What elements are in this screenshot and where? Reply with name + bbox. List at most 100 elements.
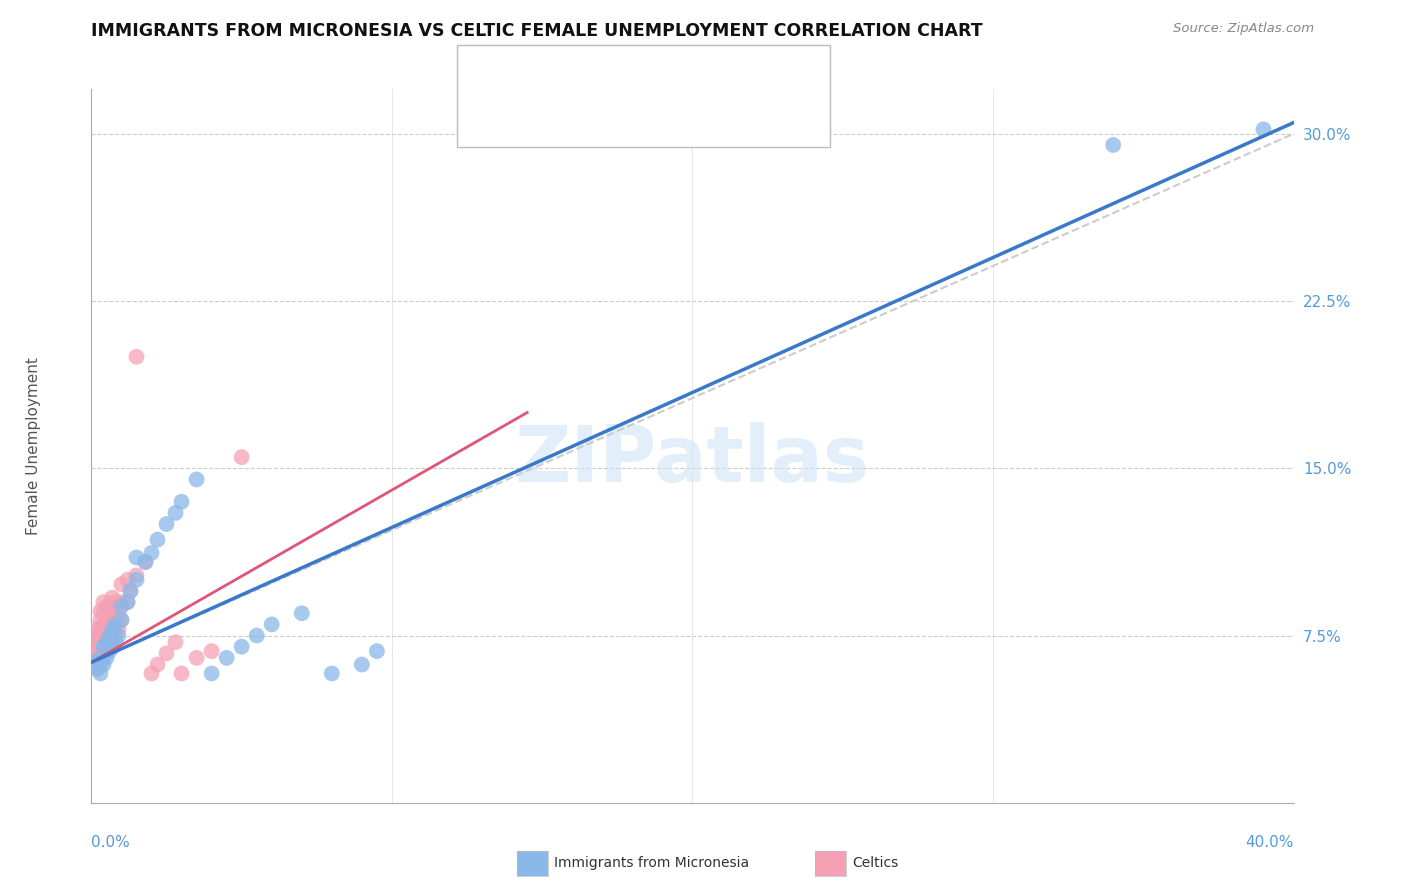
Point [96, 599, 118, 614]
Point [89, 651, 111, 665]
Point [101, 622, 124, 636]
Point [96, 622, 118, 636]
Point [98, 640, 121, 654]
Text: ZIPatlas: ZIPatlas [515, 422, 870, 499]
Point [125, 350, 148, 364]
Point [86, 662, 108, 676]
Point [104, 628, 127, 642]
Point [93, 640, 115, 654]
Point [146, 657, 169, 672]
Point [104, 595, 127, 609]
Point [125, 573, 148, 587]
Point [110, 577, 132, 591]
Text: Source: ZipAtlas.com: Source: ZipAtlas.com [1174, 22, 1315, 36]
Text: 40.0%: 40.0% [1246, 836, 1294, 850]
Point [89, 631, 111, 645]
Point [89, 640, 111, 654]
Point [134, 555, 156, 569]
Point [1102, 138, 1125, 153]
Point [96, 610, 118, 624]
Point [117, 595, 139, 609]
Point [125, 550, 148, 565]
Point [186, 651, 208, 665]
Point [260, 617, 283, 632]
Point [86, 628, 108, 642]
Point [291, 607, 314, 621]
Point [86, 644, 108, 658]
Point [120, 583, 142, 598]
Point [93, 657, 115, 672]
Point [98, 613, 121, 627]
Point [110, 613, 132, 627]
Point [98, 628, 121, 642]
Point [321, 666, 343, 681]
Point [86, 635, 108, 649]
Point [104, 635, 127, 649]
Point [110, 595, 132, 609]
Point [110, 613, 132, 627]
Point [93, 595, 115, 609]
Point [107, 628, 129, 642]
Point [83, 640, 105, 654]
Point [83, 633, 105, 648]
Point [96, 651, 118, 665]
Point [101, 622, 124, 636]
Point [101, 591, 124, 605]
Point [86, 662, 108, 676]
Point [134, 555, 156, 569]
Point [155, 646, 177, 660]
Point [86, 651, 108, 665]
Point [101, 635, 124, 649]
Point [110, 599, 132, 614]
Point [86, 622, 108, 636]
Point [93, 628, 115, 642]
Point [98, 628, 121, 642]
Point [141, 546, 163, 560]
Text: R =  0.711    N = 39: R = 0.711 N = 39 [520, 69, 688, 87]
Text: Immigrants from Micronesia: Immigrants from Micronesia [554, 856, 749, 871]
Point [83, 655, 105, 669]
Point [107, 622, 129, 636]
Point [117, 573, 139, 587]
Point [231, 640, 253, 654]
Point [93, 607, 115, 621]
Point [120, 583, 142, 598]
Point [98, 644, 121, 658]
Text: 0.0%: 0.0% [91, 836, 131, 850]
Point [155, 517, 177, 532]
Point [107, 607, 129, 621]
Point [146, 533, 169, 547]
Point [231, 450, 253, 465]
Point [141, 666, 163, 681]
Point [125, 568, 148, 582]
Point [170, 666, 193, 681]
Point [215, 651, 238, 665]
Point [165, 506, 187, 520]
Point [89, 657, 111, 672]
Text: Celtics: Celtics [852, 856, 898, 871]
Point [96, 633, 118, 648]
Point [366, 644, 388, 658]
Point [101, 607, 124, 621]
Point [165, 635, 187, 649]
Point [117, 595, 139, 609]
Point [201, 666, 224, 681]
Point [89, 622, 111, 636]
Point [89, 666, 111, 681]
Point [89, 648, 111, 663]
Text: Female Unemployment: Female Unemployment [27, 357, 41, 535]
Point [1253, 122, 1275, 136]
Point [83, 646, 105, 660]
Point [83, 655, 105, 669]
Point [89, 613, 111, 627]
Point [96, 635, 118, 649]
Point [186, 473, 208, 487]
Text: R = 0.430    N = 58: R = 0.430 N = 58 [520, 110, 682, 128]
Point [350, 657, 373, 672]
Point [93, 640, 115, 654]
Point [201, 644, 224, 658]
Text: IMMIGRANTS FROM MICRONESIA VS CELTIC FEMALE UNEMPLOYMENT CORRELATION CHART: IMMIGRANTS FROM MICRONESIA VS CELTIC FEM… [91, 22, 983, 40]
Point [93, 617, 115, 632]
Point [246, 628, 269, 642]
Point [93, 651, 115, 665]
